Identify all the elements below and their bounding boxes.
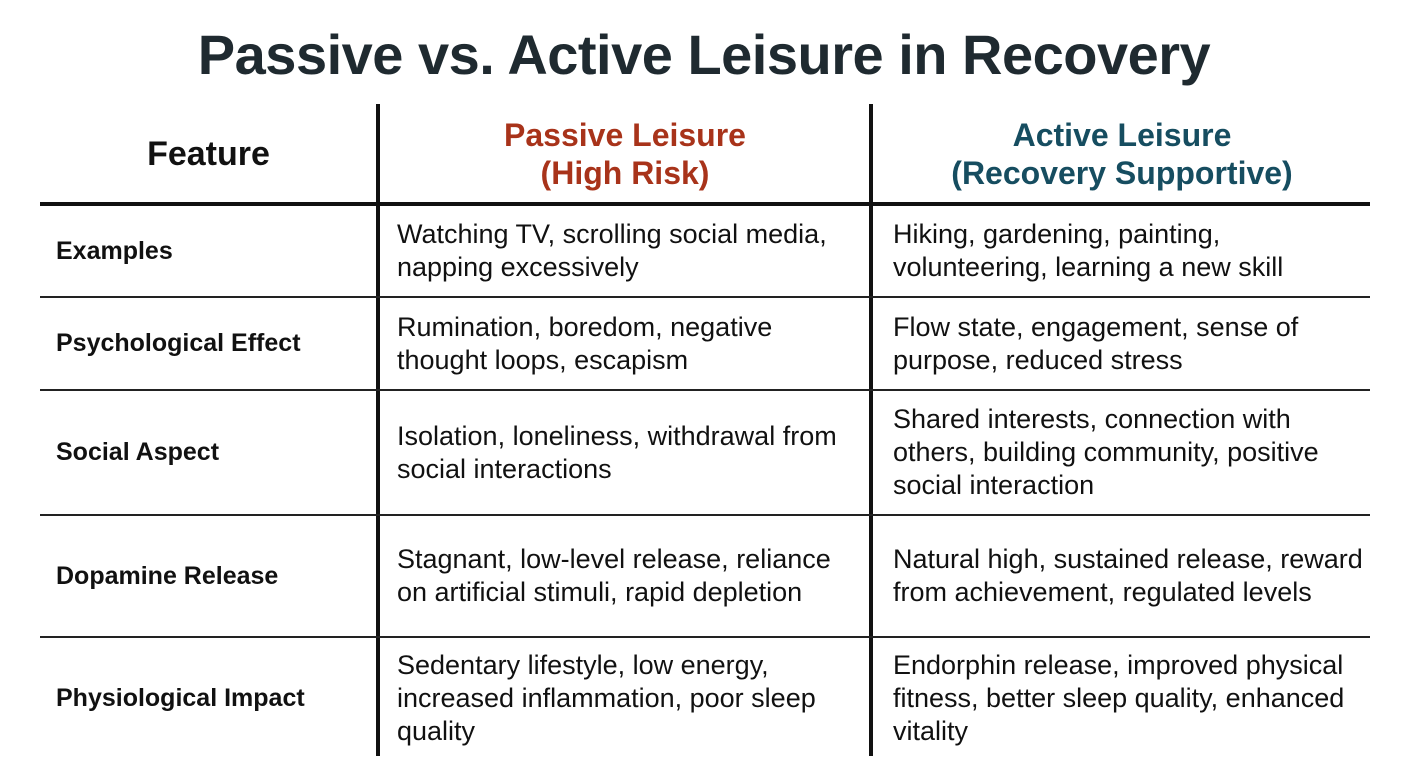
header-feature-label: Feature: [147, 134, 270, 173]
header-active-title: Active Leisure: [1012, 116, 1232, 153]
header-passive: Passive Leisure (High Risk): [380, 104, 870, 204]
row-feature: Physiological Impact: [56, 683, 305, 712]
row-passive: Rumination, boredom, negative thought lo…: [397, 311, 773, 375]
header-feature: Feature: [40, 104, 377, 204]
row-divider: [40, 636, 1370, 638]
row-passive: Watching TV, scrolling social media, nap…: [397, 219, 827, 282]
page-title: Passive vs. Active Leisure in Recovery: [197, 23, 1211, 86]
row-passive: Sedentary lifestyle, low energy, increas…: [397, 649, 816, 746]
header-divider: [40, 202, 1370, 206]
header-passive-subtitle: (High Risk): [540, 155, 710, 191]
row-passive: Stagnant, low-level release, reliance on…: [397, 544, 831, 607]
row-feature: Psychological Effect: [56, 329, 301, 357]
row-active: Flow state, engagement, sense of purpose…: [893, 311, 1299, 375]
row-active: Shared interests, connection with others…: [893, 404, 1319, 500]
row-divider: [40, 514, 1370, 516]
column-divider: [376, 104, 380, 756]
row-feature: Social Aspect: [56, 438, 220, 466]
row-divider: [40, 296, 1370, 298]
row-active: Hiking, gardening, painting, volunteerin…: [893, 219, 1284, 282]
header-active-subtitle: (Recovery Supportive): [951, 155, 1293, 191]
row-feature: Examples: [56, 236, 173, 265]
row-passive: Isolation, loneliness, withdrawal from s…: [397, 420, 837, 484]
row-divider: [40, 389, 1370, 391]
row-active: Natural high, sustained release, reward …: [893, 544, 1363, 607]
column-divider: [869, 104, 873, 756]
row-active: Endorphin release, improved physical fit…: [893, 649, 1345, 746]
header-active: Active Leisure (Recovery Supportive): [874, 104, 1370, 204]
row-feature: Dopamine Release: [56, 561, 279, 590]
header-passive-title: Passive Leisure: [504, 116, 746, 153]
